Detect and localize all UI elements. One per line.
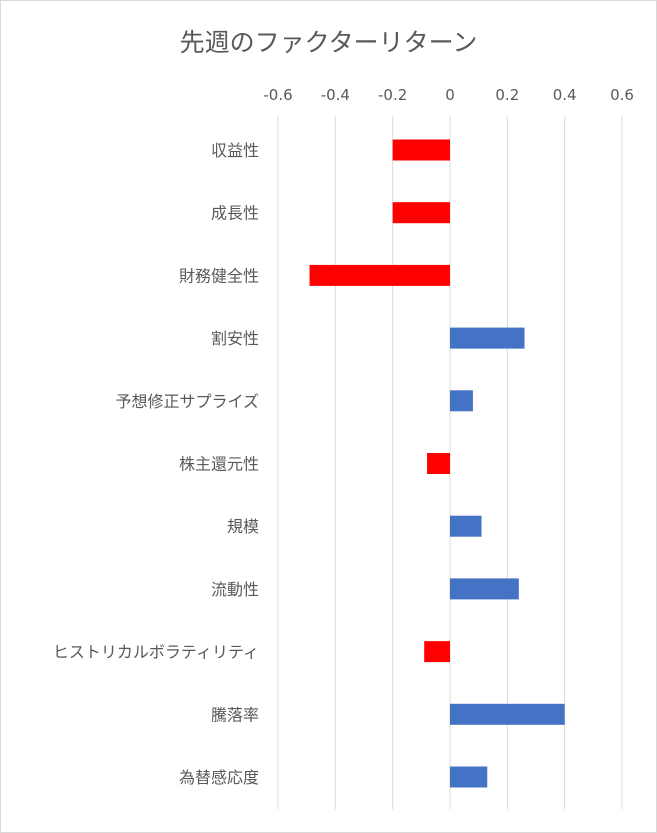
bar xyxy=(450,766,488,788)
bar xyxy=(450,578,519,600)
category-label: 騰落率 xyxy=(211,705,259,724)
x-tick-label: 0.6 xyxy=(610,86,634,104)
category-label: 財務健全性 xyxy=(179,266,259,285)
bars xyxy=(309,139,565,788)
category-label: 株主還元性 xyxy=(179,455,259,474)
category-label: 成長性 xyxy=(211,204,259,223)
category-label: 収益性 xyxy=(211,141,259,160)
x-tick-label: 0.2 xyxy=(495,86,519,104)
bar xyxy=(450,703,565,725)
x-axis-tick-labels: -0.6 -0.4 -0.2 0 0.2 0.4 0.6 xyxy=(263,86,634,104)
x-tick-label: 0.4 xyxy=(553,86,577,104)
bar xyxy=(392,139,450,161)
category-label: 為替感応度 xyxy=(179,768,259,787)
category-label: 割安性 xyxy=(211,329,259,348)
bar xyxy=(309,264,450,286)
bar xyxy=(450,327,525,349)
x-tick-label: -0.2 xyxy=(378,86,407,104)
bar xyxy=(450,515,482,537)
gridlines xyxy=(277,116,623,809)
bar xyxy=(427,453,450,474)
category-label: ヒストリカルボラティリティ xyxy=(53,643,259,662)
bar xyxy=(392,202,450,224)
chart-title: 先週のファクターリターン xyxy=(179,28,478,57)
category-label: 予想修正サプライズ xyxy=(115,392,259,411)
bar xyxy=(450,390,473,412)
category-labels: 収益性成長性財務健全性割安性予想修正サプライズ株主還元性規模流動性ヒストリカルボ… xyxy=(53,141,259,787)
x-tick-label: 0 xyxy=(445,86,455,104)
x-tick-label: -0.6 xyxy=(263,86,292,104)
bar xyxy=(424,641,450,663)
category-label: 流動性 xyxy=(211,580,259,599)
x-tick-label: -0.4 xyxy=(321,86,350,104)
category-label: 規模 xyxy=(227,517,259,536)
